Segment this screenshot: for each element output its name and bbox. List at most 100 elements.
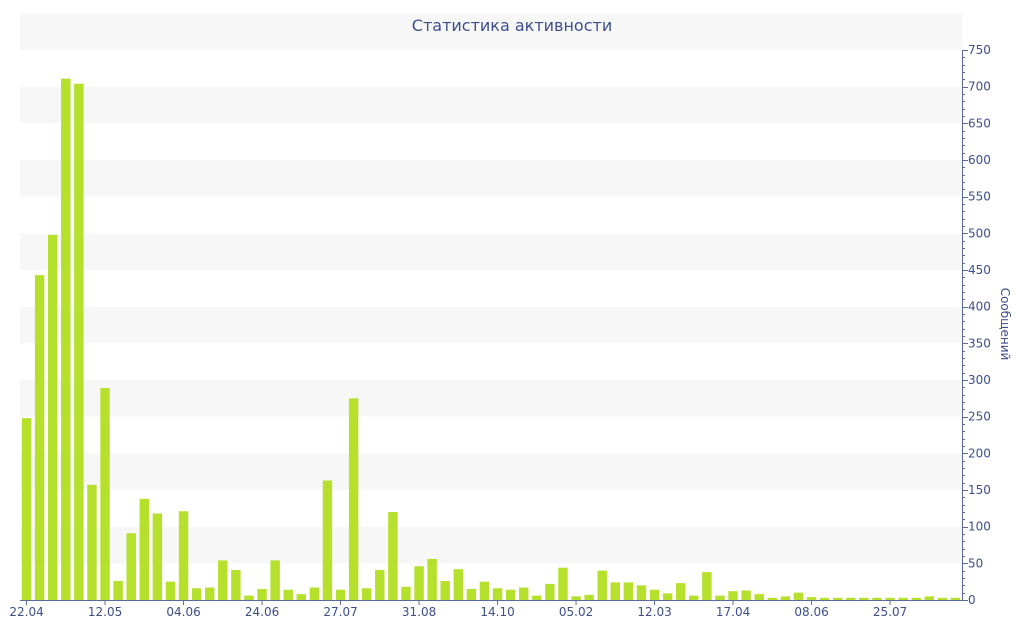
x-tick-label: 12.03: [637, 605, 671, 619]
bar: [780, 596, 791, 600]
bar: [309, 587, 320, 600]
bar: [558, 567, 568, 600]
bar: [872, 597, 882, 600]
x-tick-label: 14.10: [480, 605, 514, 619]
bar: [231, 569, 241, 600]
bar: [322, 480, 333, 600]
bar: [636, 585, 647, 600]
bar: [218, 560, 228, 600]
bar: [505, 589, 516, 600]
y-tick-label: 600: [968, 153, 991, 167]
bar: [296, 594, 307, 600]
y-tick-label: 200: [968, 446, 991, 460]
bar: [34, 275, 45, 600]
bar: [492, 588, 503, 600]
bar: [87, 484, 97, 600]
bar: [204, 587, 215, 600]
bar: [597, 570, 607, 600]
bar: [139, 498, 150, 600]
bar: [662, 593, 673, 600]
bar: [270, 560, 280, 600]
x-tick-label: 27.07: [323, 605, 357, 619]
y-tick-label: 50: [968, 556, 983, 570]
bar: [715, 595, 725, 600]
x-tick-label: 22.04: [9, 605, 43, 619]
bar: [361, 588, 372, 600]
bar: [113, 580, 123, 600]
y-tick-label: 650: [968, 116, 991, 130]
bar: [244, 595, 254, 600]
grid-band: [20, 380, 962, 417]
bar: [100, 388, 110, 600]
bar: [21, 418, 32, 600]
y-tick-label: 150: [968, 483, 991, 497]
x-tick-label: 05.02: [559, 605, 593, 619]
bar: [440, 580, 450, 600]
bar: [806, 597, 817, 600]
bar: [257, 589, 267, 600]
bar: [388, 512, 398, 600]
bar: [675, 583, 686, 600]
bar: [518, 587, 529, 600]
bar: [466, 589, 477, 600]
y-tick-label: 550: [968, 190, 991, 204]
x-tick-label: 31.08: [402, 605, 436, 619]
bar: [401, 586, 411, 600]
bar: [414, 566, 424, 600]
bars: [21, 78, 961, 601]
y-tick-label: 0: [968, 593, 976, 607]
x-tick-label: 17.04: [716, 605, 750, 619]
bar: [911, 597, 921, 600]
bar: [126, 533, 136, 600]
grid-band: [20, 233, 962, 270]
grid-band: [20, 13, 962, 51]
bar: [689, 595, 699, 600]
bar: [584, 594, 594, 600]
bar: [649, 589, 660, 600]
y-tick-label: 300: [968, 373, 991, 387]
chart-title: Статистика активности: [412, 16, 612, 35]
bar: [924, 596, 935, 600]
bar: [453, 569, 464, 600]
x-tick-label: 12.05: [88, 605, 122, 619]
bar: [545, 583, 555, 600]
bar: [47, 234, 58, 601]
y-tick-label: 400: [968, 300, 991, 314]
bar: [728, 591, 738, 600]
bar: [898, 597, 908, 600]
grid-band: [20, 306, 962, 344]
bar: [832, 597, 843, 600]
bar: [335, 589, 346, 600]
bar: [702, 572, 712, 600]
bar: [375, 569, 385, 600]
y-tick-label: 250: [968, 410, 991, 424]
y-tick-label: 350: [968, 336, 991, 350]
bar: [191, 588, 202, 600]
y-tick-label: 100: [968, 520, 991, 534]
x-tick-label: 24.06: [245, 605, 279, 619]
bar: [623, 582, 634, 600]
bar: [479, 581, 490, 600]
bar: [348, 398, 359, 600]
y-tick-label: 700: [968, 80, 991, 94]
bar: [283, 589, 293, 600]
bar: [793, 592, 804, 600]
bar: [571, 596, 581, 600]
bar: [885, 597, 895, 600]
bar: [152, 513, 163, 600]
grid-band: [20, 160, 962, 197]
bar: [937, 597, 948, 600]
x-tick-label: 25.07: [873, 605, 907, 619]
bar: [74, 83, 84, 600]
bar: [767, 597, 778, 600]
bar: [61, 78, 71, 601]
y-tick-label: 450: [968, 263, 991, 277]
y-axis-label: Сообщений: [998, 288, 1012, 361]
grid-band: [20, 526, 962, 564]
bar: [754, 594, 764, 600]
grid-band: [20, 453, 962, 490]
x-axis: 22.04 12.05 04.06 24.06 27.07 31.08 14.10 05.02…: [9, 600, 962, 619]
bar: [178, 511, 189, 600]
bar: [950, 597, 961, 600]
